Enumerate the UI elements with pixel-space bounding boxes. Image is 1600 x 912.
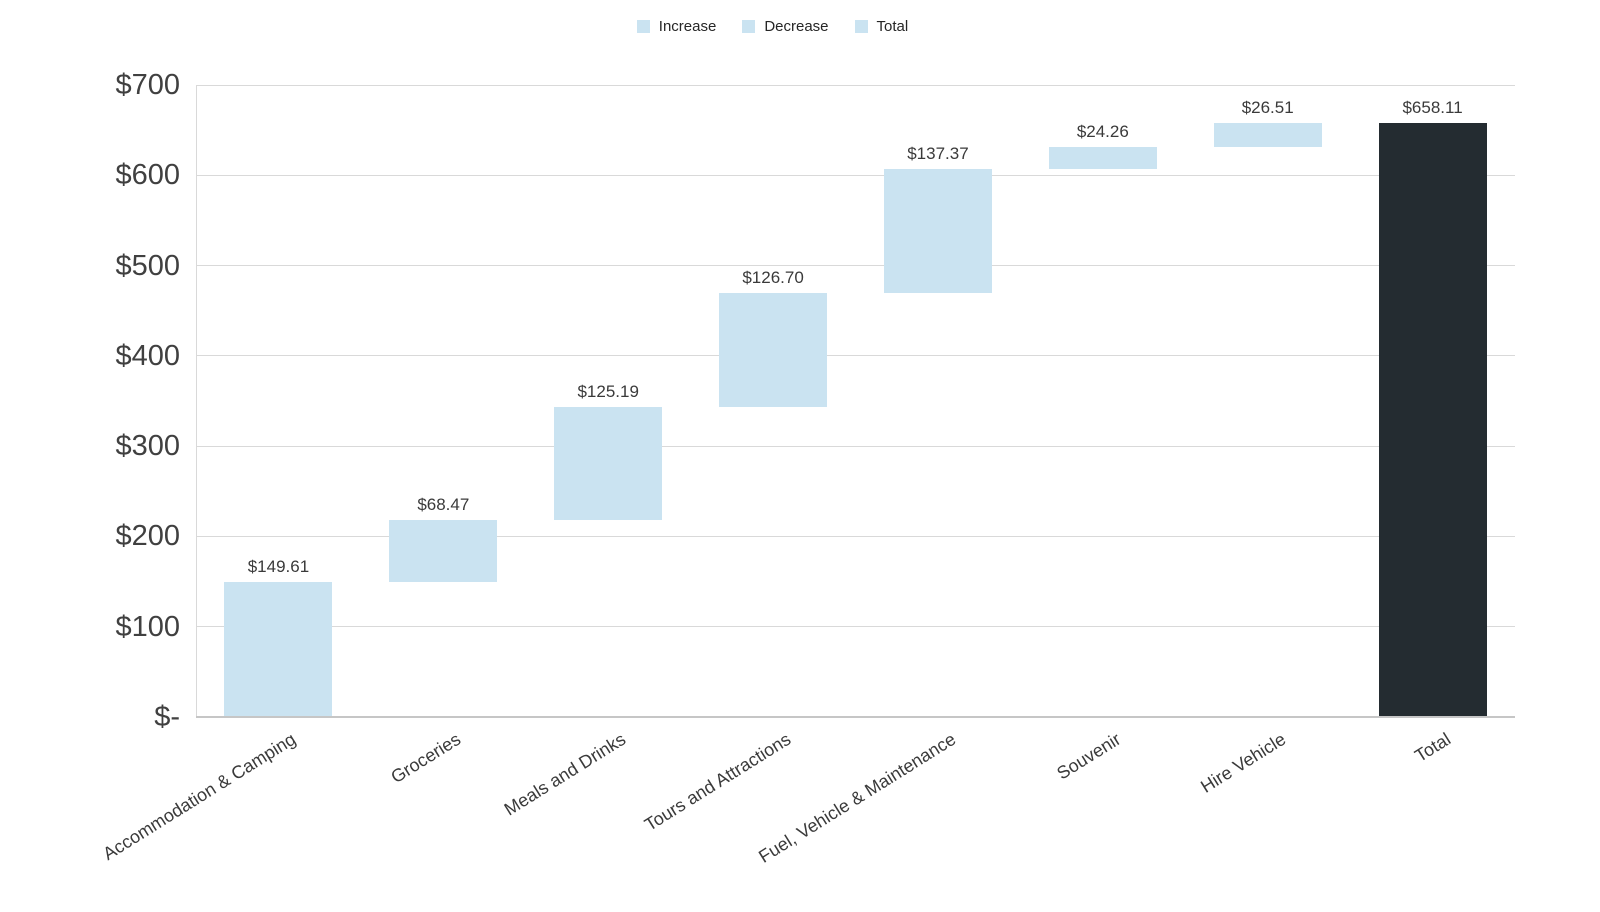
waterfall-bar[interactable] xyxy=(554,407,663,521)
legend-swatch-increase-icon xyxy=(636,20,650,33)
y-axis-tick-label: $- xyxy=(154,701,180,733)
bar-value-label: $68.47 xyxy=(417,495,470,515)
y-axis-tick-label: $200 xyxy=(115,520,180,553)
legend-swatch-decrease-icon xyxy=(742,20,756,33)
legend-swatch-total-icon xyxy=(854,20,868,33)
waterfall-bar[interactable] xyxy=(224,581,333,717)
y-axis-tick-label: $100 xyxy=(115,610,180,643)
y-axis-line xyxy=(196,85,197,717)
y-axis-tick-label: $400 xyxy=(115,339,180,372)
bar-value-label: $125.19 xyxy=(577,382,639,402)
chart-legend: Increase Decrease Total xyxy=(0,18,1545,35)
legend-item-increase[interactable]: Increase xyxy=(636,18,717,35)
bar-value-label: $26.51 xyxy=(1241,97,1294,117)
legend-item-decrease[interactable]: Decrease xyxy=(742,18,829,35)
waterfall-bar[interactable] xyxy=(1378,122,1487,717)
gridline-400 xyxy=(196,355,1515,357)
bar-value-label: $126.70 xyxy=(742,267,804,287)
gridline-500 xyxy=(196,265,1515,267)
waterfall-bar[interactable] xyxy=(389,520,498,582)
x-category-label: Groceries xyxy=(387,728,465,788)
x-category-label: Total xyxy=(1410,728,1454,766)
x-category-label: Accommodation & Camping xyxy=(99,728,300,865)
waterfall-bar[interactable] xyxy=(883,168,992,293)
legend-label-increase: Increase xyxy=(658,18,717,35)
gridline-700 xyxy=(196,84,1515,86)
waterfall-bar[interactable] xyxy=(1048,146,1157,169)
bar-value-label: $24.26 xyxy=(1076,121,1129,141)
x-category-label: Souvenir xyxy=(1053,728,1124,784)
x-axis-line xyxy=(196,716,1515,718)
y-axis-tick-label: $700 xyxy=(115,69,180,101)
x-category-label: Tours and Attractions xyxy=(641,728,795,835)
gridline-300 xyxy=(196,445,1515,447)
y-axis-tick-label: $500 xyxy=(115,249,180,282)
gridline-200 xyxy=(196,535,1515,537)
y-axis-tick-label: $600 xyxy=(115,159,180,192)
legend-item-total[interactable]: Total xyxy=(854,18,909,35)
legend-label-total: Total xyxy=(876,18,909,35)
bar-value-label: $137.37 xyxy=(907,143,969,163)
bar-value-label: $658.11 xyxy=(1402,97,1463,117)
bar-value-label: $149.61 xyxy=(247,556,310,576)
x-category-label: Meals and Drinks xyxy=(500,728,630,820)
gridline-100 xyxy=(196,626,1515,628)
legend-label-decrease: Decrease xyxy=(764,18,829,35)
waterfall-bar[interactable] xyxy=(1213,122,1322,147)
y-axis-tick-label: $300 xyxy=(115,430,180,463)
x-category-label: Hire Vehicle xyxy=(1196,728,1289,797)
plot-area: $149.61 $68.47 $125.19 $126.70 $137.37 $24.26… xyxy=(196,84,1515,717)
gridline-600 xyxy=(196,174,1515,176)
waterfall-bar[interactable] xyxy=(719,292,828,408)
